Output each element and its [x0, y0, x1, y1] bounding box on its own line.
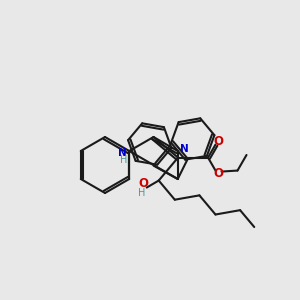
Text: N: N	[118, 148, 127, 158]
Text: H: H	[120, 155, 127, 165]
Text: N: N	[180, 144, 189, 154]
Text: O: O	[139, 177, 149, 190]
Text: O: O	[214, 167, 224, 180]
Text: O: O	[214, 135, 224, 148]
Text: H: H	[138, 188, 146, 198]
